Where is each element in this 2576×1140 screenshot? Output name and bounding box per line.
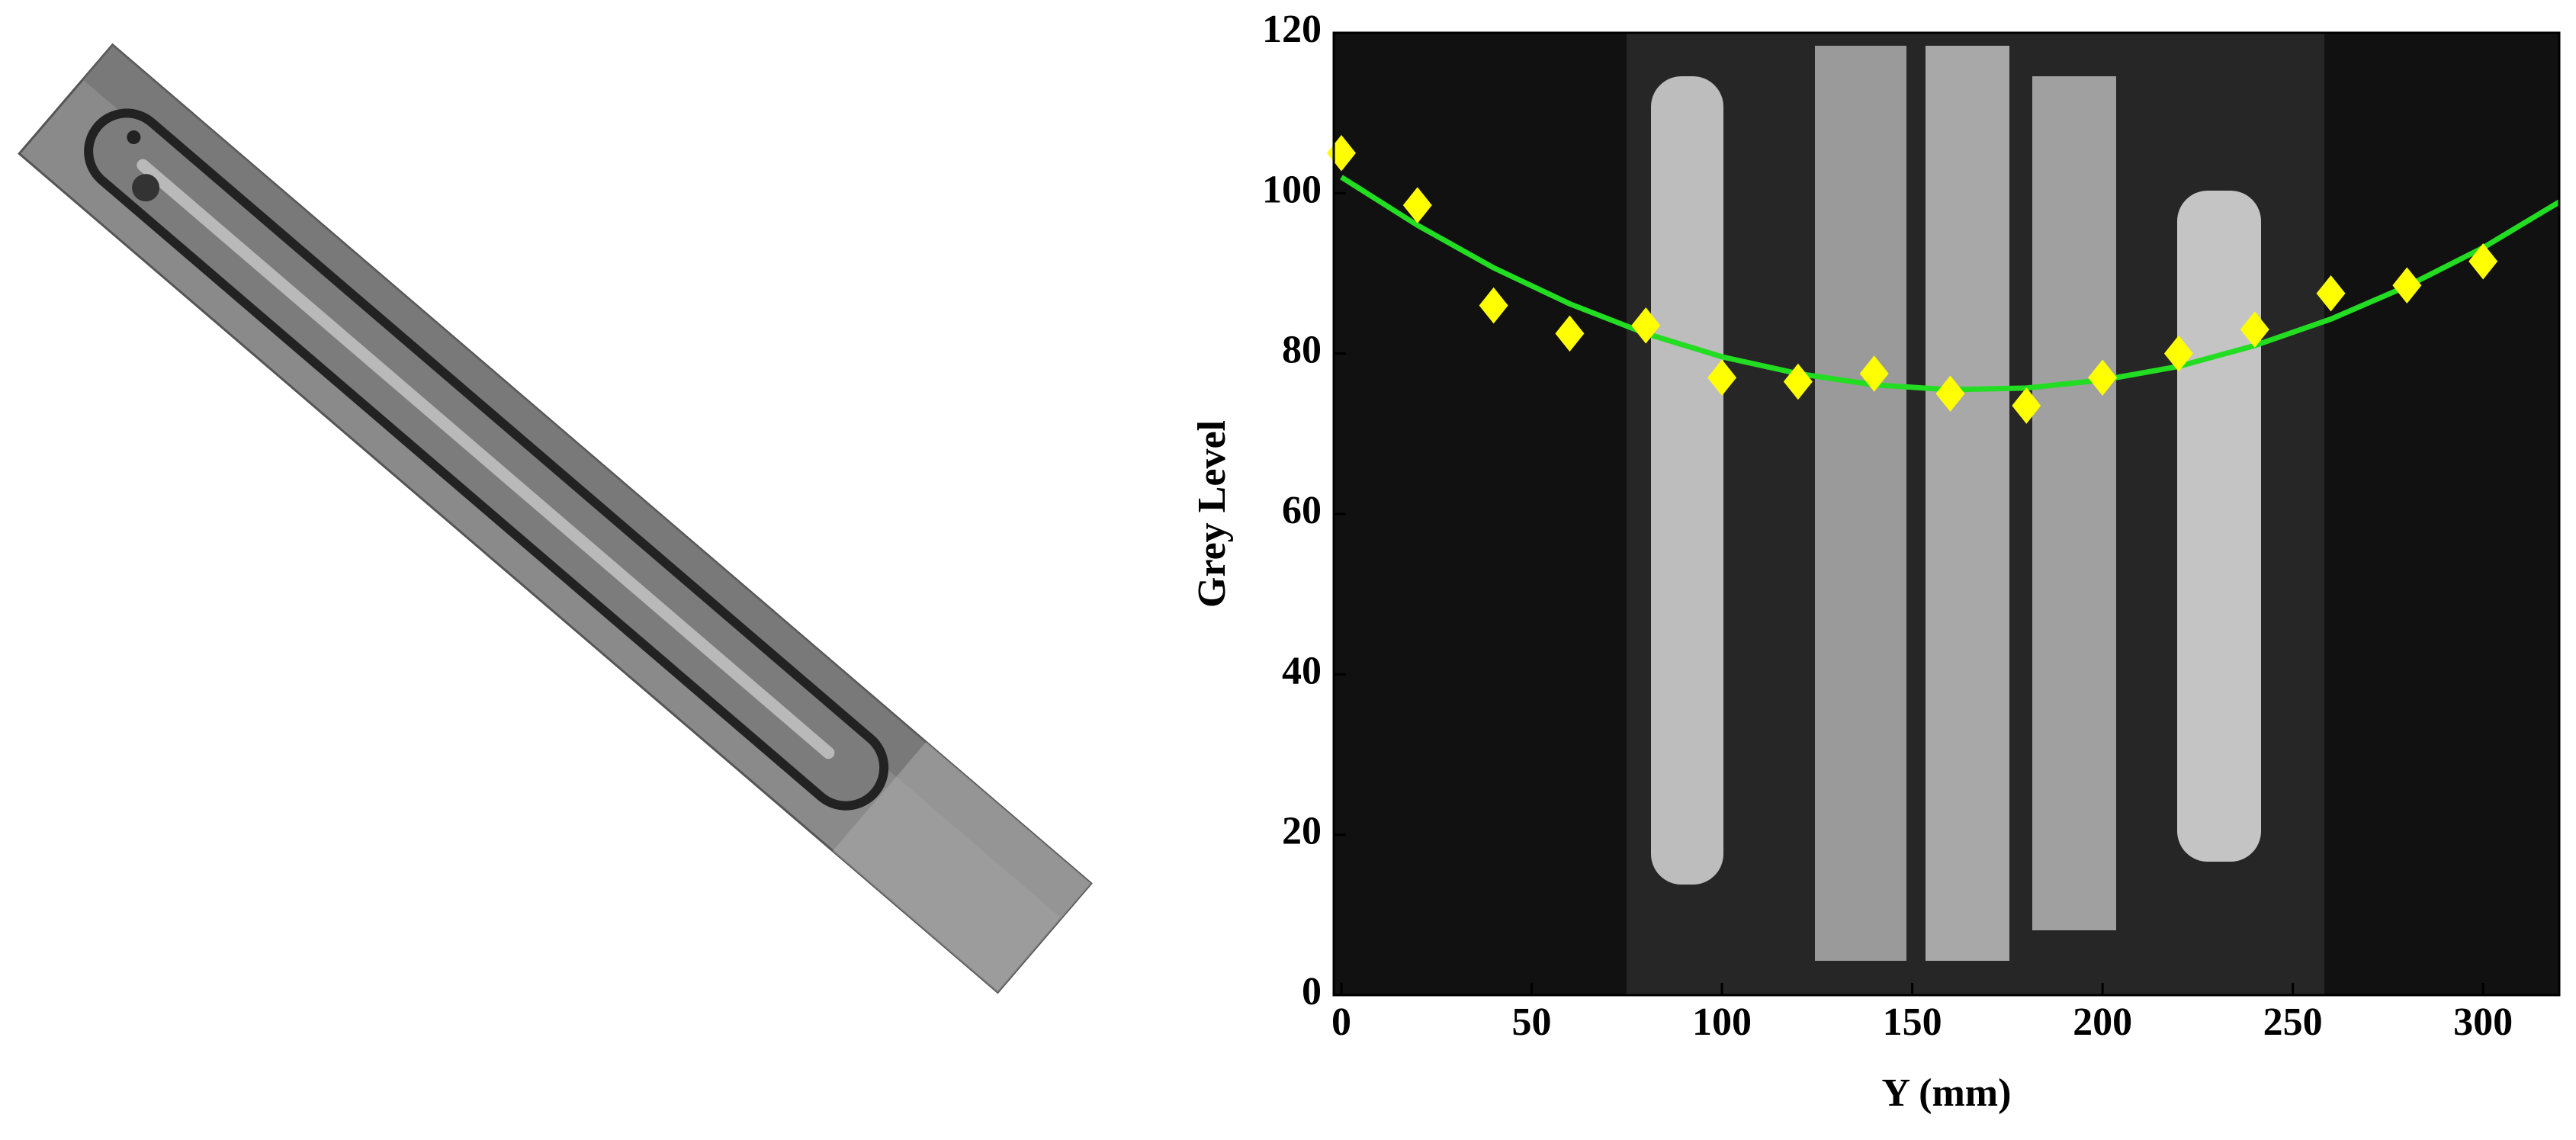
tread-rib	[1651, 76, 1723, 885]
tread-rib	[1815, 46, 1906, 961]
x-tick-label: 250	[2263, 1000, 2323, 1044]
x-tick-label: 300	[2453, 1000, 2513, 1044]
marker	[2392, 267, 2422, 304]
hole	[132, 174, 160, 202]
marker	[1783, 363, 1813, 400]
marker	[1555, 315, 1585, 352]
y-tick-label: 60	[1282, 489, 1322, 532]
marker	[1935, 375, 1965, 412]
tread-rib	[1926, 46, 2009, 961]
marker	[1631, 307, 1661, 344]
tread-rib	[2177, 191, 2261, 862]
tread-rib	[2032, 76, 2116, 930]
y-tick-label: 120	[1262, 8, 1322, 51]
x-tick-label: 100	[1692, 1000, 1752, 1044]
marker	[1402, 187, 1432, 223]
marker	[2316, 275, 2346, 312]
strip-shade	[82, 44, 1091, 919]
marker	[1479, 287, 1508, 324]
marker	[2468, 242, 2498, 280]
y-axis-label: Grey Level	[1190, 420, 1234, 608]
marker	[2012, 387, 2041, 424]
plot-background	[1334, 33, 2559, 995]
marker	[1859, 355, 1889, 392]
photo-strip	[18, 43, 1093, 994]
y-tick-label: 100	[1262, 168, 1322, 211]
x-axis-label: Y (mm)	[1882, 1071, 2012, 1115]
y-tick-label: 80	[1282, 329, 1322, 372]
x-tick-label: 150	[1883, 1000, 1942, 1044]
marker	[1707, 359, 1737, 396]
hole	[127, 130, 141, 144]
slot-highlight	[137, 159, 835, 759]
strip-end	[833, 742, 1091, 993]
marker	[2088, 359, 2118, 396]
x-tick-label: 200	[2073, 1000, 2132, 1044]
y-tick-label: 0	[1302, 970, 1322, 1013]
x-tick-label: 50	[1512, 1000, 1552, 1044]
y-tick-label: 40	[1282, 649, 1322, 692]
y-tick-label: 20	[1282, 810, 1322, 853]
marker	[2240, 311, 2269, 348]
x-tick-label: 0	[1331, 1000, 1351, 1044]
marker	[2163, 335, 2193, 372]
